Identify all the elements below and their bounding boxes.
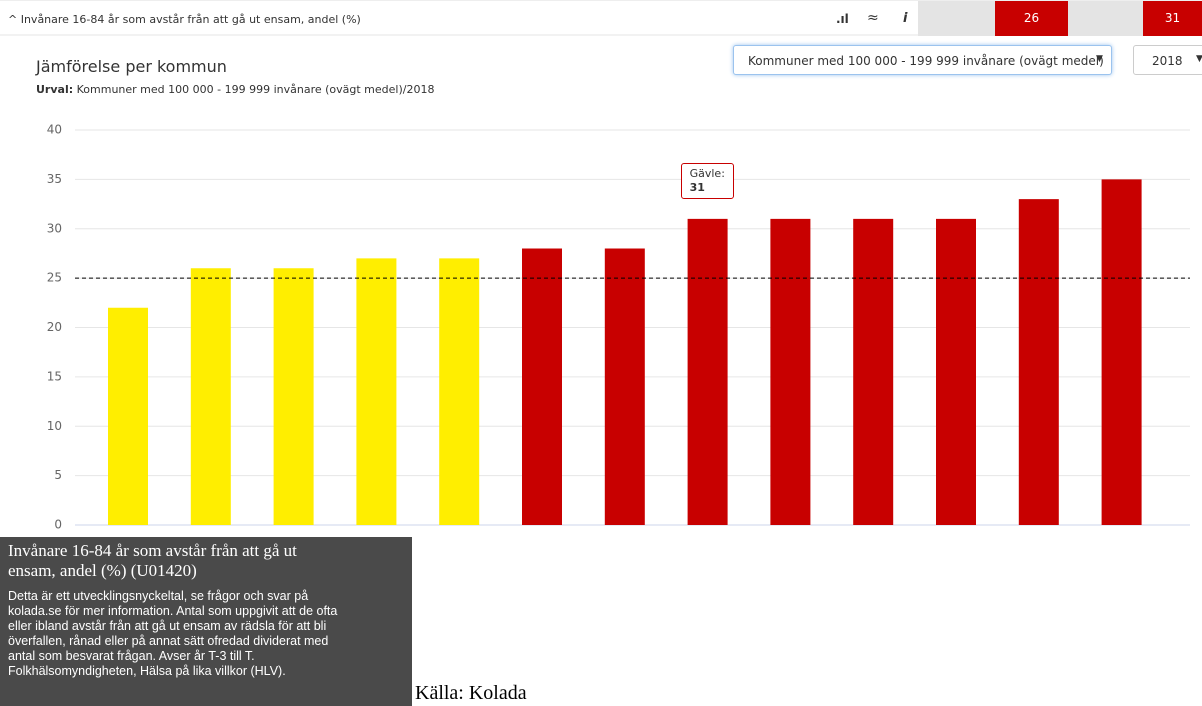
bar (356, 258, 397, 525)
y-tick-label: 20 (47, 320, 62, 334)
group-select[interactable]: Kommuner med 100 000 - 199 999 invånare … (733, 45, 1112, 75)
tooltip-value: 31 (689, 180, 705, 194)
y-tick-label: 30 (47, 221, 62, 235)
panel-title: Jämförelse per kommun (36, 57, 227, 76)
bar (273, 268, 314, 525)
bar (439, 258, 480, 525)
tooltip-label: Gävle: (689, 166, 725, 180)
bar (853, 218, 894, 525)
bar (522, 248, 562, 525)
y-tick-label: 40 (47, 123, 62, 137)
y-tick-label: 15 (47, 369, 62, 383)
tooltip: Gävle: 31 (680, 162, 734, 199)
select-text: Kommuner med 100 000 - 199 999 invånare … (748, 54, 1104, 68)
info-text: eller ibland avstår från att gå ut ensam… (8, 619, 327, 633)
y-tick-label: 25 (47, 271, 62, 285)
bar (687, 218, 728, 525)
info-text: Detta är ett utvecklingsnyckeltal, se fr… (8, 589, 309, 603)
info-title: ensam, andel (%) (U01420) (8, 561, 197, 580)
header-title[interactable]: ^ Invånare 16-84 år som avstår från att … (8, 13, 361, 26)
info-box: Invånare 16-84 år som avstår från att gå… (0, 537, 412, 706)
score: 26 (995, 1, 1068, 36)
bar (604, 248, 645, 525)
bar (770, 218, 811, 525)
info-text: kolada.se för mer information. Antal som… (8, 604, 338, 618)
line-icon[interactable]: ≈ (867, 10, 879, 26)
bar (190, 268, 231, 525)
info-icon[interactable]: i (903, 11, 908, 26)
y-tick-label: 10 (47, 419, 62, 433)
bar (1101, 179, 1142, 525)
y-tick-label: 35 (47, 172, 62, 186)
selection-label: Urval: (36, 83, 74, 96)
score: 31 (1143, 1, 1202, 36)
bar (936, 218, 976, 525)
year-select[interactable]: 2018 ▼ (1133, 45, 1202, 75)
caret: ▼ (1196, 54, 1202, 64)
y-tick-label: 5 (54, 468, 62, 482)
selection: Urval: Kommuner med 100 000 - 199 999 in… (36, 83, 434, 96)
bar (1018, 199, 1059, 525)
source: Källa: Kolada (415, 682, 527, 704)
info-text: antal som besvarat frågan. Avser år T-3 … (8, 649, 255, 663)
y-tick-label: 0 (54, 518, 62, 532)
info-text: Folkhälsomyndigheten, Hälsa på lika vill… (8, 664, 286, 678)
selection-text: Kommuner med 100 000 - 199 999 invånare … (76, 83, 435, 96)
info-text: överfallen, rånad eller på annat sätt of… (8, 634, 329, 648)
bar-icon[interactable]: .ıl (836, 12, 849, 26)
info-title: Invånare 16-84 år som avstår från att gå… (8, 541, 297, 560)
chart: 0 5 10 15 20 25 30 35 40 (0, 34, 1202, 532)
caret: ▼ (1096, 54, 1103, 64)
bar (108, 307, 148, 525)
select-text: 2018 (1152, 54, 1183, 68)
top-bar: ^ Invånare 16-84 år som avstår från att … (0, 0, 1202, 36)
